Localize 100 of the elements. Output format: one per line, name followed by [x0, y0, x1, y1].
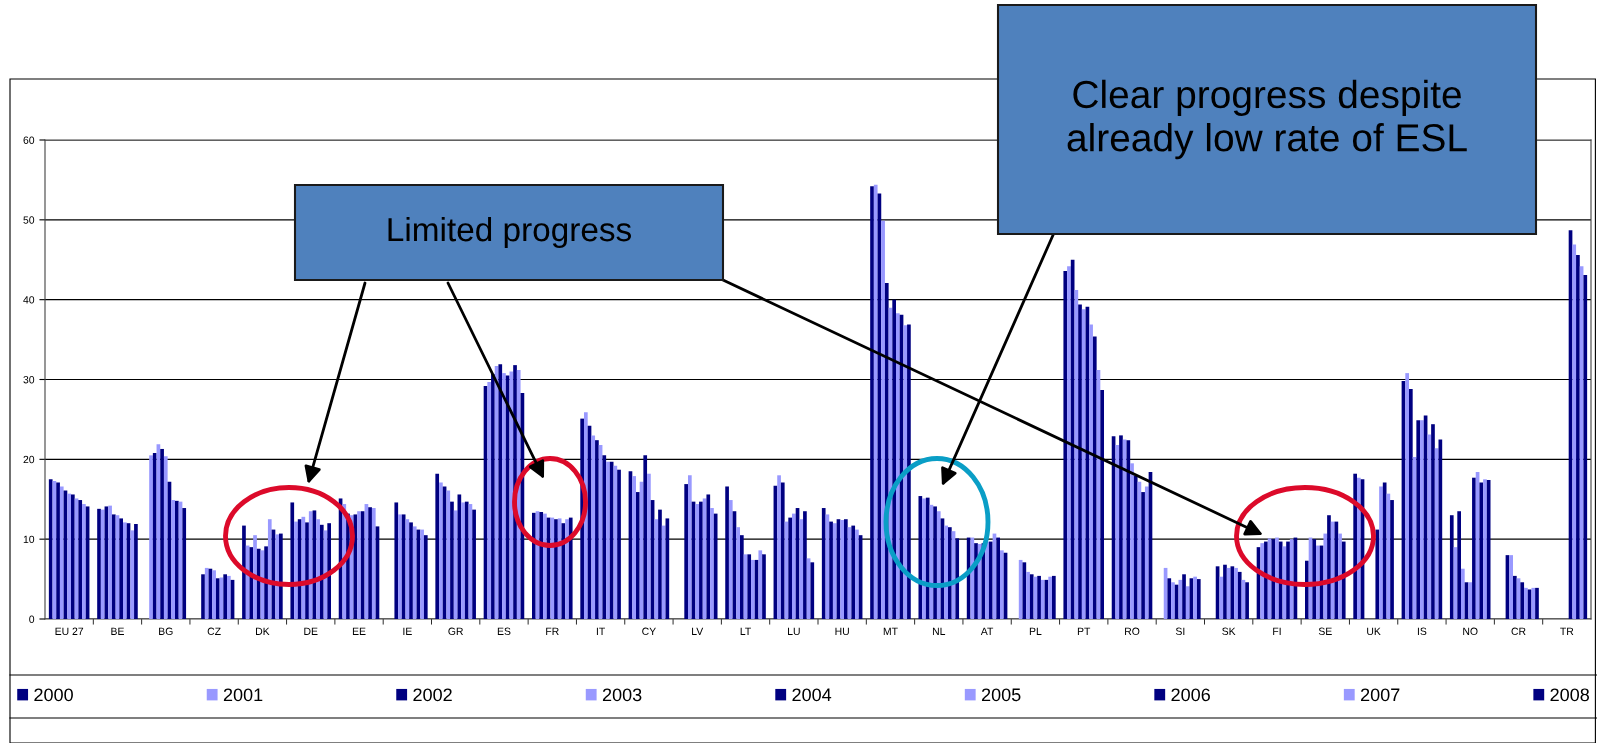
- bar: [617, 469, 621, 619]
- bar: [267, 519, 272, 619]
- bar: [780, 482, 785, 619]
- bar: [531, 512, 536, 619]
- bar: [1092, 336, 1097, 619]
- bar: [684, 484, 688, 619]
- y-tick-label: 20: [23, 455, 35, 464]
- bar: [1063, 270, 1068, 619]
- bar: [123, 522, 127, 619]
- bar: [1535, 587, 1539, 619]
- bar: [602, 455, 607, 619]
- annotation: Limited progress: [388, 216, 632, 249]
- bar: [1133, 476, 1138, 619]
- bar: [933, 506, 937, 619]
- bar: [1524, 587, 1528, 619]
- bar: [1000, 550, 1004, 619]
- bar: [152, 452, 157, 619]
- bar: [713, 513, 718, 619]
- bar: [1029, 574, 1034, 619]
- bar: [1234, 567, 1238, 619]
- x-tick-label: SK: [1222, 627, 1236, 635]
- x-tick-label: SI: [1175, 627, 1185, 635]
- bar: [1486, 480, 1491, 619]
- bar: [212, 570, 216, 619]
- bar: [1316, 545, 1320, 619]
- bar: [1141, 492, 1145, 619]
- bar: [758, 550, 763, 619]
- bar: [1513, 575, 1517, 619]
- x-tick-label: PL: [1029, 627, 1042, 635]
- bar: [1472, 477, 1476, 619]
- bar: [988, 541, 993, 619]
- bar: [829, 521, 833, 619]
- bar: [453, 510, 458, 619]
- bar: [204, 567, 209, 619]
- bar: [654, 519, 659, 619]
- bar: [487, 381, 492, 619]
- bar: [695, 504, 700, 619]
- y-tick-label: 50: [23, 216, 35, 224]
- x-tick-label: CY: [642, 627, 656, 635]
- bar: [394, 502, 399, 619]
- x-tick-label: BE: [111, 627, 124, 635]
- legend-label: 2006: [1171, 688, 1210, 702]
- bar: [606, 461, 610, 619]
- x-tick-label: DE: [304, 627, 318, 635]
- bar: [264, 546, 268, 619]
- bar: [840, 520, 844, 619]
- x-tick-label: EU 27: [55, 627, 84, 635]
- bar: [412, 526, 417, 619]
- bar: [832, 523, 837, 619]
- bar: [1520, 582, 1525, 619]
- y-tick-label: 40: [23, 296, 35, 304]
- annotation: Clear progress despite already low rate of ESL: [1067, 79, 1467, 160]
- bar: [1074, 290, 1079, 619]
- bar: [985, 541, 989, 619]
- bar: [1483, 479, 1487, 619]
- bar: [67, 493, 71, 619]
- bar: [728, 500, 733, 619]
- bar: [1304, 560, 1309, 619]
- bar: [1416, 420, 1421, 619]
- bar: [182, 508, 187, 619]
- bar: [1434, 448, 1439, 619]
- bar: [1130, 463, 1134, 619]
- x-tick-label: TR: [1560, 627, 1574, 635]
- bar: [632, 476, 636, 619]
- bar: [78, 500, 83, 619]
- bar: [439, 482, 443, 619]
- x-tick-label: FR: [546, 627, 559, 635]
- bar: [1052, 575, 1056, 619]
- bar: [1531, 587, 1536, 619]
- bar: [409, 522, 413, 619]
- bar: [1223, 564, 1227, 619]
- bar: [1126, 440, 1131, 619]
- bar: [249, 547, 254, 619]
- bar: [922, 498, 926, 619]
- bar: [591, 435, 596, 619]
- bar: [948, 527, 952, 619]
- legend-label: 2003: [602, 688, 642, 702]
- x-tick-label: FI: [1273, 627, 1281, 635]
- bar: [762, 554, 766, 619]
- bar: [1286, 541, 1290, 619]
- bar: [1330, 521, 1335, 619]
- legend-label: 2008: [1550, 688, 1589, 702]
- bar: [1341, 541, 1346, 619]
- bar: [435, 473, 440, 619]
- bar: [59, 486, 64, 619]
- bar: [450, 501, 454, 619]
- bar: [1260, 543, 1265, 619]
- bar: [1026, 571, 1030, 619]
- bar: [108, 505, 112, 619]
- bar: [896, 313, 900, 619]
- x-tick-label: CZ: [207, 627, 221, 635]
- bar: [357, 511, 361, 619]
- bar: [175, 500, 179, 619]
- bar: [48, 479, 53, 619]
- bar: [1576, 254, 1580, 619]
- x-tick-label: AT: [980, 627, 994, 635]
- bar: [227, 575, 231, 619]
- bar: [1237, 571, 1242, 619]
- bar: [1245, 582, 1249, 619]
- bar: [710, 508, 714, 619]
